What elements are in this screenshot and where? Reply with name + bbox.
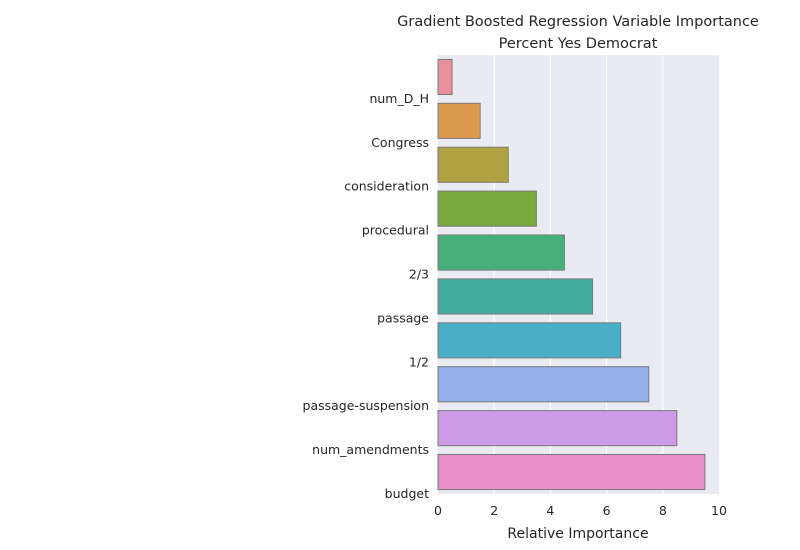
- chart-title-line-2: Percent Yes Democrat: [499, 36, 658, 52]
- x-tick-label: 8: [659, 503, 667, 518]
- y-tick-label: consideration: [344, 179, 429, 194]
- bar-num-d-h: [437, 58, 453, 96]
- bar-num-amendments: [437, 410, 678, 447]
- bars: [437, 58, 706, 491]
- y-tick-label: budget: [385, 486, 429, 501]
- bar-procedural: [437, 190, 537, 227]
- y-tick-label: 2/3: [409, 267, 429, 282]
- y-tick-label: num_amendments: [312, 442, 429, 457]
- y-tick-labels: num_D_H Congress consideration procedural 2/…: [303, 91, 430, 501]
- x-tick-label: 2: [490, 503, 498, 518]
- x-axis-label: Relative Importance: [507, 526, 648, 542]
- bar-congress: [437, 102, 481, 139]
- y-tick-label: procedural: [362, 223, 429, 238]
- bar-passage: [437, 278, 594, 315]
- bar-consideration: [437, 146, 509, 183]
- bar-1-2: [437, 322, 622, 359]
- bar-budget: [437, 453, 706, 491]
- bar-passage-suspension: [437, 366, 650, 403]
- chart-title-line-1: Gradient Boosted Regression Variable Imp…: [397, 14, 759, 30]
- y-tick-label: 1/2: [409, 354, 429, 369]
- bar-2-3: [437, 234, 565, 271]
- y-tick-label: passage: [377, 310, 429, 325]
- x-tick-label: 6: [603, 503, 611, 518]
- x-tick-label: 0: [434, 503, 442, 518]
- y-tick-label: passage-suspension: [303, 398, 429, 413]
- x-tick-label: 4: [546, 503, 554, 518]
- x-tick-labels: 0 2 4 6 8 10: [434, 503, 727, 518]
- x-tick-label: 10: [711, 503, 727, 518]
- y-tick-label: Congress: [371, 135, 429, 150]
- y-tick-label: num_D_H: [369, 91, 429, 106]
